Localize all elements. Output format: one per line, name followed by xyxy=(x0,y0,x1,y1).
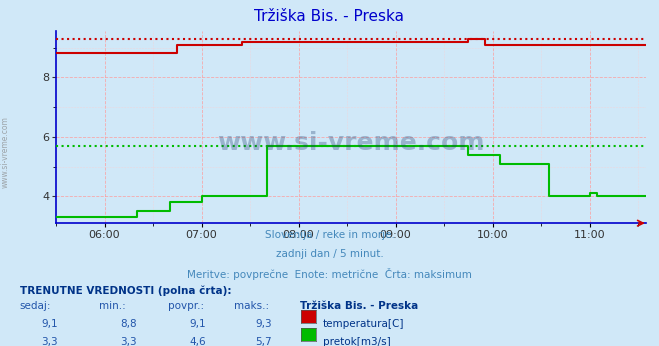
Text: 9,3: 9,3 xyxy=(255,319,272,329)
Text: maks.:: maks.: xyxy=(234,301,269,311)
Text: sedaj:: sedaj: xyxy=(20,301,51,311)
Text: Slovenija / reke in morje.: Slovenija / reke in morje. xyxy=(264,230,395,240)
Text: zadnji dan / 5 minut.: zadnji dan / 5 minut. xyxy=(275,249,384,259)
Text: TRENUTNE VREDNOSTI (polna črta):: TRENUTNE VREDNOSTI (polna črta): xyxy=(20,285,231,296)
Text: pretok[m3/s]: pretok[m3/s] xyxy=(323,337,391,346)
Text: 9,1: 9,1 xyxy=(189,319,206,329)
Text: 5,7: 5,7 xyxy=(255,337,272,346)
Text: 3,3: 3,3 xyxy=(41,337,58,346)
Text: 9,1: 9,1 xyxy=(41,319,58,329)
Text: www.si-vreme.com: www.si-vreme.com xyxy=(217,130,484,155)
Text: temperatura[C]: temperatura[C] xyxy=(323,319,405,329)
Text: 3,3: 3,3 xyxy=(120,337,137,346)
Text: Tržiška Bis. - Preska: Tržiška Bis. - Preska xyxy=(300,301,418,311)
Text: 4,6: 4,6 xyxy=(189,337,206,346)
Text: www.si-vreme.com: www.si-vreme.com xyxy=(1,116,10,188)
Text: Tržiška Bis. - Preska: Tržiška Bis. - Preska xyxy=(254,9,405,24)
Text: min.:: min.: xyxy=(99,301,126,311)
Text: Meritve: povprečne  Enote: metrične  Črta: maksimum: Meritve: povprečne Enote: metrične Črta:… xyxy=(187,268,472,280)
Text: povpr.:: povpr.: xyxy=(168,301,204,311)
Text: 8,8: 8,8 xyxy=(120,319,137,329)
